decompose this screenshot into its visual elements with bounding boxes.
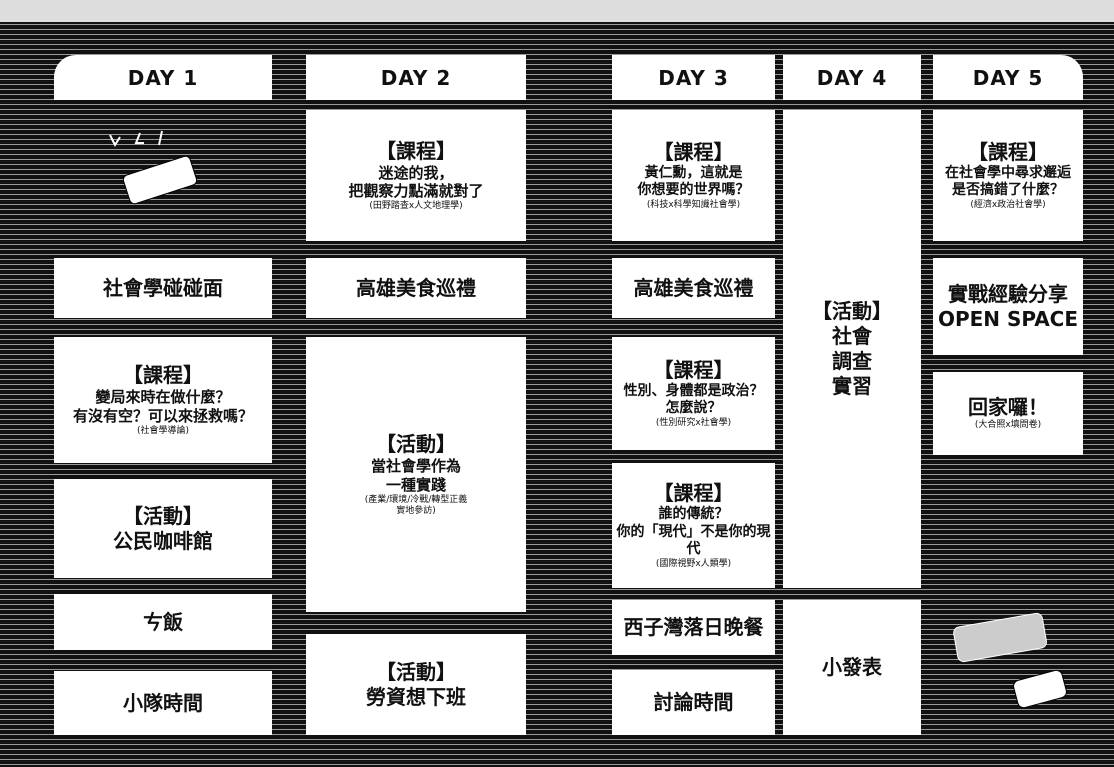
block-text: 你的「現代」不是你的現代 bbox=[616, 523, 771, 558]
schedule-block: 小發表 bbox=[783, 600, 921, 735]
block-text: OPEN SPACE bbox=[937, 306, 1079, 331]
block-text: 調查 bbox=[832, 349, 872, 373]
schedule-block: 【課程】 誰的傳統？ 你的「現代」不是你的現代 (國際視野x人類學) bbox=[612, 463, 775, 588]
block-text: 實戰經驗分享 bbox=[948, 281, 1068, 306]
block-text: 【活動】 bbox=[376, 432, 456, 456]
block-text: 一種實踐 bbox=[385, 475, 446, 494]
block-text: 【課程】 bbox=[123, 363, 203, 388]
schedule-block: 回家囉！ (大合照x填問卷) bbox=[933, 372, 1083, 455]
day-header: DAY 2 bbox=[306, 55, 526, 100]
block-text: 高雄美食巡禮 bbox=[633, 275, 754, 300]
schedule-block: 社會學碰碰面 bbox=[54, 258, 272, 318]
block-text: (田野踏查x人文地理學) bbox=[369, 201, 463, 212]
block-text: 西子灣落日晚餐 bbox=[623, 615, 764, 639]
schedule-block: 【課程】 黃仁勳，這就是 你想要的世界嗎？ (科技x科學知識社會學) bbox=[612, 110, 775, 241]
schedule-block: 【課程】 迷途的我， 把觀察力點滿就對了 (田野踏查x人文地理學) bbox=[306, 110, 526, 241]
schedule-block: 【課程】 變局來時在做什麼？ 有沒有空？可以來拯救嗎？ (社會學導論) bbox=[54, 337, 272, 463]
block-text: 【課程】 bbox=[653, 481, 734, 506]
block-text: 討論時間 bbox=[653, 690, 734, 714]
block-text: 你想要的世界嗎？ bbox=[637, 182, 750, 199]
block-text: 實習 bbox=[832, 374, 872, 398]
block-text: 社會 bbox=[832, 324, 872, 348]
day-header: DAY 4 bbox=[783, 55, 921, 100]
top-strip bbox=[0, 0, 1114, 22]
schedule-block: 討論時間 bbox=[612, 670, 775, 735]
schedule-block: 高雄美食巡禮 bbox=[306, 258, 526, 318]
block-text: 有沒有空？可以來拯救嗎？ bbox=[72, 406, 253, 425]
block-text: 誰的傳統？ bbox=[658, 506, 729, 523]
block-text: 變局來時在做什麼？ bbox=[95, 388, 231, 407]
schedule-block: 小隊時間 bbox=[54, 671, 272, 735]
block-text: 【課程】 bbox=[653, 357, 734, 382]
schedule-block: 高雄美食巡禮 bbox=[612, 258, 775, 318]
block-text: (國際視野x人類學) bbox=[655, 558, 732, 569]
block-text: 是否搞錯了什麼？ bbox=[952, 182, 1064, 199]
block-text: 把觀察力點滿就對了 bbox=[348, 182, 484, 201]
block-text: 勞資想下班 bbox=[366, 684, 466, 709]
block-text: 小發表 bbox=[822, 655, 882, 679]
block-text: (社會學導論) bbox=[136, 425, 190, 436]
block-text: 性別、身體都是政治？ bbox=[623, 382, 764, 399]
block-text: 高雄美食巡禮 bbox=[356, 275, 476, 300]
block-text: (經濟x政治社會學) bbox=[970, 199, 1046, 210]
block-text: 怎麼說？ bbox=[665, 400, 722, 417]
block-text: 公民咖啡館 bbox=[113, 528, 213, 553]
doodle-items bbox=[953, 612, 1067, 709]
block-text: 【活動】 bbox=[376, 659, 456, 684]
day-header: DAY 1 bbox=[54, 55, 272, 100]
block-text: (產業/環境/冷戰/轉型正義 bbox=[364, 494, 468, 505]
block-text: 【課程】 bbox=[968, 139, 1048, 164]
schedule-block: 實戰經驗分享 OPEN SPACE bbox=[933, 258, 1083, 355]
block-text: 小隊時間 bbox=[123, 690, 203, 715]
block-text: 在社會學中尋求邂逅 bbox=[945, 164, 1071, 181]
schedule-block: 【活動】 社會 調查 實習 bbox=[783, 110, 921, 588]
block-text: 【課程】 bbox=[376, 138, 456, 163]
block-text: (大合照x填問卷) bbox=[974, 420, 1042, 431]
block-text: ㄘ飯 bbox=[143, 609, 183, 634]
schedule-block: 【活動】 勞資想下班 bbox=[306, 634, 526, 735]
schedule-block: 【課程】 在社會學中尋求邂逅 是否搞錯了什麼？ (經濟x政治社會學) bbox=[933, 110, 1083, 241]
block-text: (性別研究x社會學) bbox=[655, 417, 732, 428]
block-text: 當社會學作為 bbox=[370, 457, 461, 475]
day-header: DAY 5 bbox=[933, 55, 1083, 100]
schedule-block: 【活動】 公民咖啡館 bbox=[54, 479, 272, 578]
schedule-block: ㄘ飯 bbox=[54, 594, 272, 650]
block-text: 實地參訪) bbox=[396, 505, 436, 516]
block-text: 社會學碰碰面 bbox=[103, 275, 223, 300]
day-header: DAY 3 bbox=[612, 55, 775, 100]
schedule-block: 西子灣落日晚餐 bbox=[612, 600, 775, 655]
block-text: 回家囉！ bbox=[968, 395, 1048, 420]
schedule-block: 【活動】 當社會學作為 一種實踐 (產業/環境/冷戰/轉型正義 實地參訪) bbox=[306, 337, 526, 612]
doodle-phone bbox=[109, 130, 198, 205]
block-text: (科技x科學知識社會學) bbox=[646, 199, 741, 210]
block-text: 黃仁勳，這就是 bbox=[644, 164, 743, 181]
block-text: 迷途的我， bbox=[378, 163, 454, 182]
block-text: 【活動】 bbox=[812, 299, 892, 323]
schedule-block: 【課程】 性別、身體都是政治？ 怎麼說？ (性別研究x社會學) bbox=[612, 337, 775, 450]
block-text: 【課程】 bbox=[653, 139, 734, 164]
block-text: 【活動】 bbox=[123, 503, 203, 528]
